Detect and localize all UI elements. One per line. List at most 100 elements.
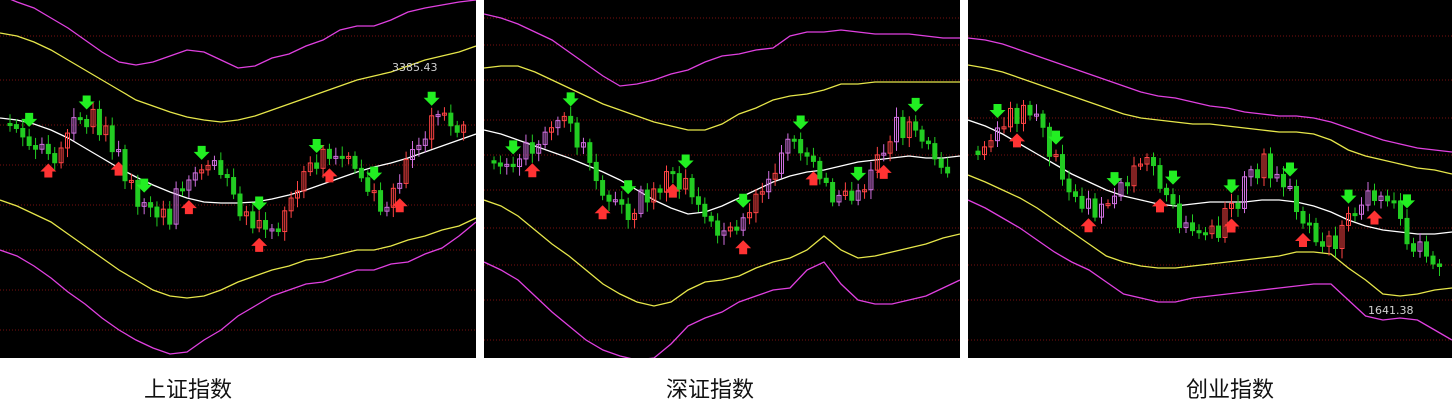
series-line bbox=[484, 199, 960, 307]
candle-body bbox=[180, 188, 185, 192]
candle-body bbox=[1229, 202, 1234, 209]
candle-body bbox=[529, 142, 535, 154]
down-arrow-icon bbox=[1165, 170, 1181, 185]
caption-chinext: 创业指数 bbox=[1185, 378, 1274, 403]
candle-body bbox=[1125, 182, 1130, 187]
candle-body bbox=[925, 140, 931, 145]
candle-body bbox=[1300, 211, 1306, 224]
candle-body bbox=[938, 158, 944, 168]
candle-body bbox=[1040, 113, 1046, 128]
candle-body bbox=[651, 188, 657, 203]
candle-body bbox=[224, 174, 230, 179]
candle-body bbox=[1333, 235, 1338, 250]
series-line bbox=[968, 119, 1452, 235]
candle-body bbox=[103, 125, 109, 136]
candle-body bbox=[504, 163, 510, 167]
candle-body bbox=[975, 150, 981, 156]
chart-svg-shanghai: 3385.43 bbox=[0, 0, 476, 355]
up-arrow-icon bbox=[594, 205, 611, 220]
candle-body bbox=[205, 164, 211, 171]
candle-body bbox=[71, 117, 77, 134]
candle-body bbox=[135, 179, 141, 207]
candle-body bbox=[683, 177, 689, 190]
candle-body bbox=[384, 206, 390, 212]
candle-body bbox=[1170, 194, 1176, 205]
series-line bbox=[484, 261, 960, 358]
candle-body bbox=[785, 138, 791, 154]
candle-body bbox=[606, 194, 612, 202]
up-arrow-icon bbox=[1295, 233, 1311, 248]
candle-body bbox=[906, 121, 912, 139]
candle-body bbox=[7, 123, 13, 127]
candle-body bbox=[664, 171, 669, 193]
series-line bbox=[10, 0, 476, 69]
candle-body bbox=[448, 112, 454, 127]
candle-body bbox=[33, 145, 39, 150]
down-arrow-icon bbox=[735, 193, 752, 208]
candle-body bbox=[676, 173, 682, 190]
candle-body bbox=[416, 144, 422, 151]
candle-body bbox=[561, 115, 567, 122]
candle-body bbox=[830, 182, 836, 203]
candle-body bbox=[1060, 154, 1065, 180]
candle-body bbox=[1430, 255, 1436, 265]
up-arrow-icon bbox=[1080, 218, 1097, 233]
candle-body bbox=[1313, 222, 1319, 243]
up-arrow-icon bbox=[735, 240, 752, 255]
candle-body bbox=[1411, 243, 1416, 252]
candle-body bbox=[301, 171, 307, 192]
candle-body bbox=[810, 155, 816, 162]
candle-body bbox=[988, 140, 994, 148]
down-arrow-icon bbox=[308, 138, 325, 153]
candle-body bbox=[237, 193, 243, 217]
down-arrow-icon bbox=[562, 92, 579, 107]
candle-body bbox=[894, 116, 899, 143]
series-line bbox=[0, 221, 476, 355]
candle-body bbox=[1352, 213, 1358, 217]
candle-body bbox=[1268, 153, 1273, 179]
candle-body bbox=[1242, 176, 1247, 209]
candle-body bbox=[1183, 222, 1189, 228]
candle-body bbox=[510, 163, 516, 168]
candle-body bbox=[1437, 263, 1442, 267]
candle-body bbox=[1157, 165, 1163, 189]
up-arrow-icon bbox=[321, 168, 338, 183]
candle-body bbox=[218, 160, 224, 176]
candle-body bbox=[397, 182, 403, 189]
candle-body bbox=[1372, 190, 1377, 201]
up-arrow-icon bbox=[875, 164, 892, 179]
candle-body bbox=[1248, 169, 1254, 178]
candle-body bbox=[536, 143, 542, 154]
chart-svg-shenzhen bbox=[484, 13, 960, 358]
down-arrow-icon bbox=[21, 112, 38, 127]
candle-body bbox=[1235, 202, 1241, 209]
candle-body bbox=[84, 119, 90, 128]
candle-body bbox=[1092, 198, 1098, 218]
candle-body bbox=[148, 202, 154, 208]
candle-body bbox=[517, 158, 523, 168]
candle-body bbox=[715, 220, 721, 236]
candle-body bbox=[154, 206, 160, 218]
series-line bbox=[968, 199, 1452, 341]
candle-body bbox=[1339, 224, 1345, 250]
candle-body bbox=[13, 124, 19, 129]
down-arrow-icon bbox=[1282, 162, 1298, 177]
candle-body bbox=[708, 215, 714, 222]
candle-body bbox=[109, 125, 115, 153]
up-arrow-icon bbox=[391, 198, 408, 213]
annotation-label: 1641.38 bbox=[1368, 304, 1414, 317]
chart-panel-chinext: 1641.38 bbox=[968, 0, 1452, 358]
down-arrow-icon bbox=[1399, 194, 1415, 209]
candle-body bbox=[549, 127, 554, 133]
down-arrow-icon bbox=[792, 115, 809, 130]
series-line bbox=[0, 32, 476, 123]
candle-body bbox=[734, 226, 740, 231]
candle-body bbox=[192, 172, 198, 181]
candle-body bbox=[1138, 163, 1143, 167]
candle-body bbox=[1281, 173, 1286, 188]
down-arrow-icon bbox=[78, 95, 95, 110]
candle-body bbox=[574, 122, 580, 148]
up-arrow-icon bbox=[1009, 133, 1025, 148]
candle-body bbox=[913, 121, 919, 131]
candle-body bbox=[747, 212, 753, 219]
